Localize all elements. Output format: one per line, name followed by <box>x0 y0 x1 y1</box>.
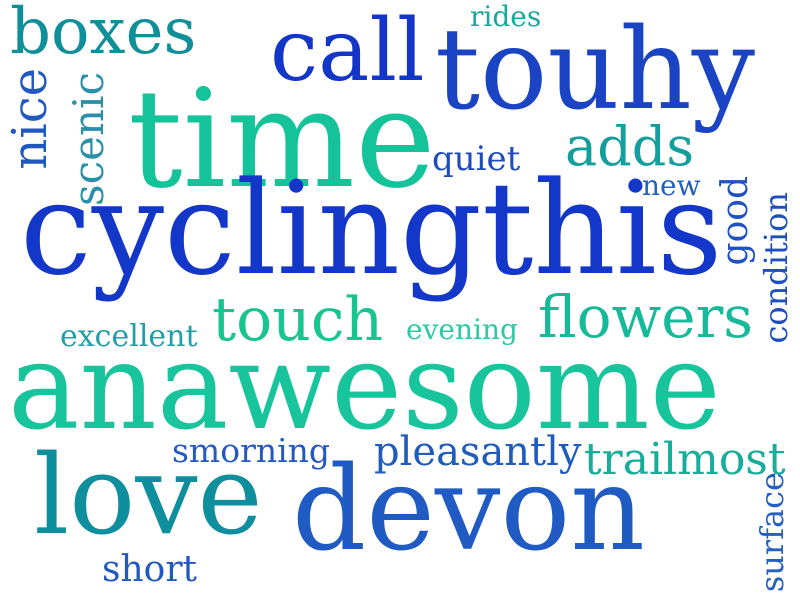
word-touhy: touhy <box>435 5 755 135</box>
word-time: time <box>128 61 436 219</box>
word-cyclingthis: cyclingthis <box>20 155 723 304</box>
word-love: love <box>34 431 263 559</box>
word-excellent: excellent <box>60 319 198 354</box>
word-good: good <box>715 176 756 266</box>
word-touch: touch <box>212 285 384 355</box>
word-adds: adds <box>565 115 695 178</box>
word-quiet: quiet <box>432 139 521 179</box>
word-evening: evening <box>406 313 518 346</box>
word-new: new <box>642 169 701 202</box>
word-anawesome: anawesome <box>8 318 721 457</box>
word-devon: devon <box>292 442 645 577</box>
word-smorning: smorning <box>172 431 331 470</box>
word-flowers: flowers <box>538 283 754 351</box>
word-rides: rides <box>470 0 542 33</box>
word-trailmost: trailmost <box>584 434 786 485</box>
word-surface: surface <box>753 472 791 593</box>
word-condition: condition <box>757 192 795 344</box>
word-boxes: boxes <box>10 0 197 69</box>
word-short: short <box>102 549 198 590</box>
word-pleasantly: pleasantly <box>374 429 582 475</box>
word-call: call <box>270 1 425 101</box>
